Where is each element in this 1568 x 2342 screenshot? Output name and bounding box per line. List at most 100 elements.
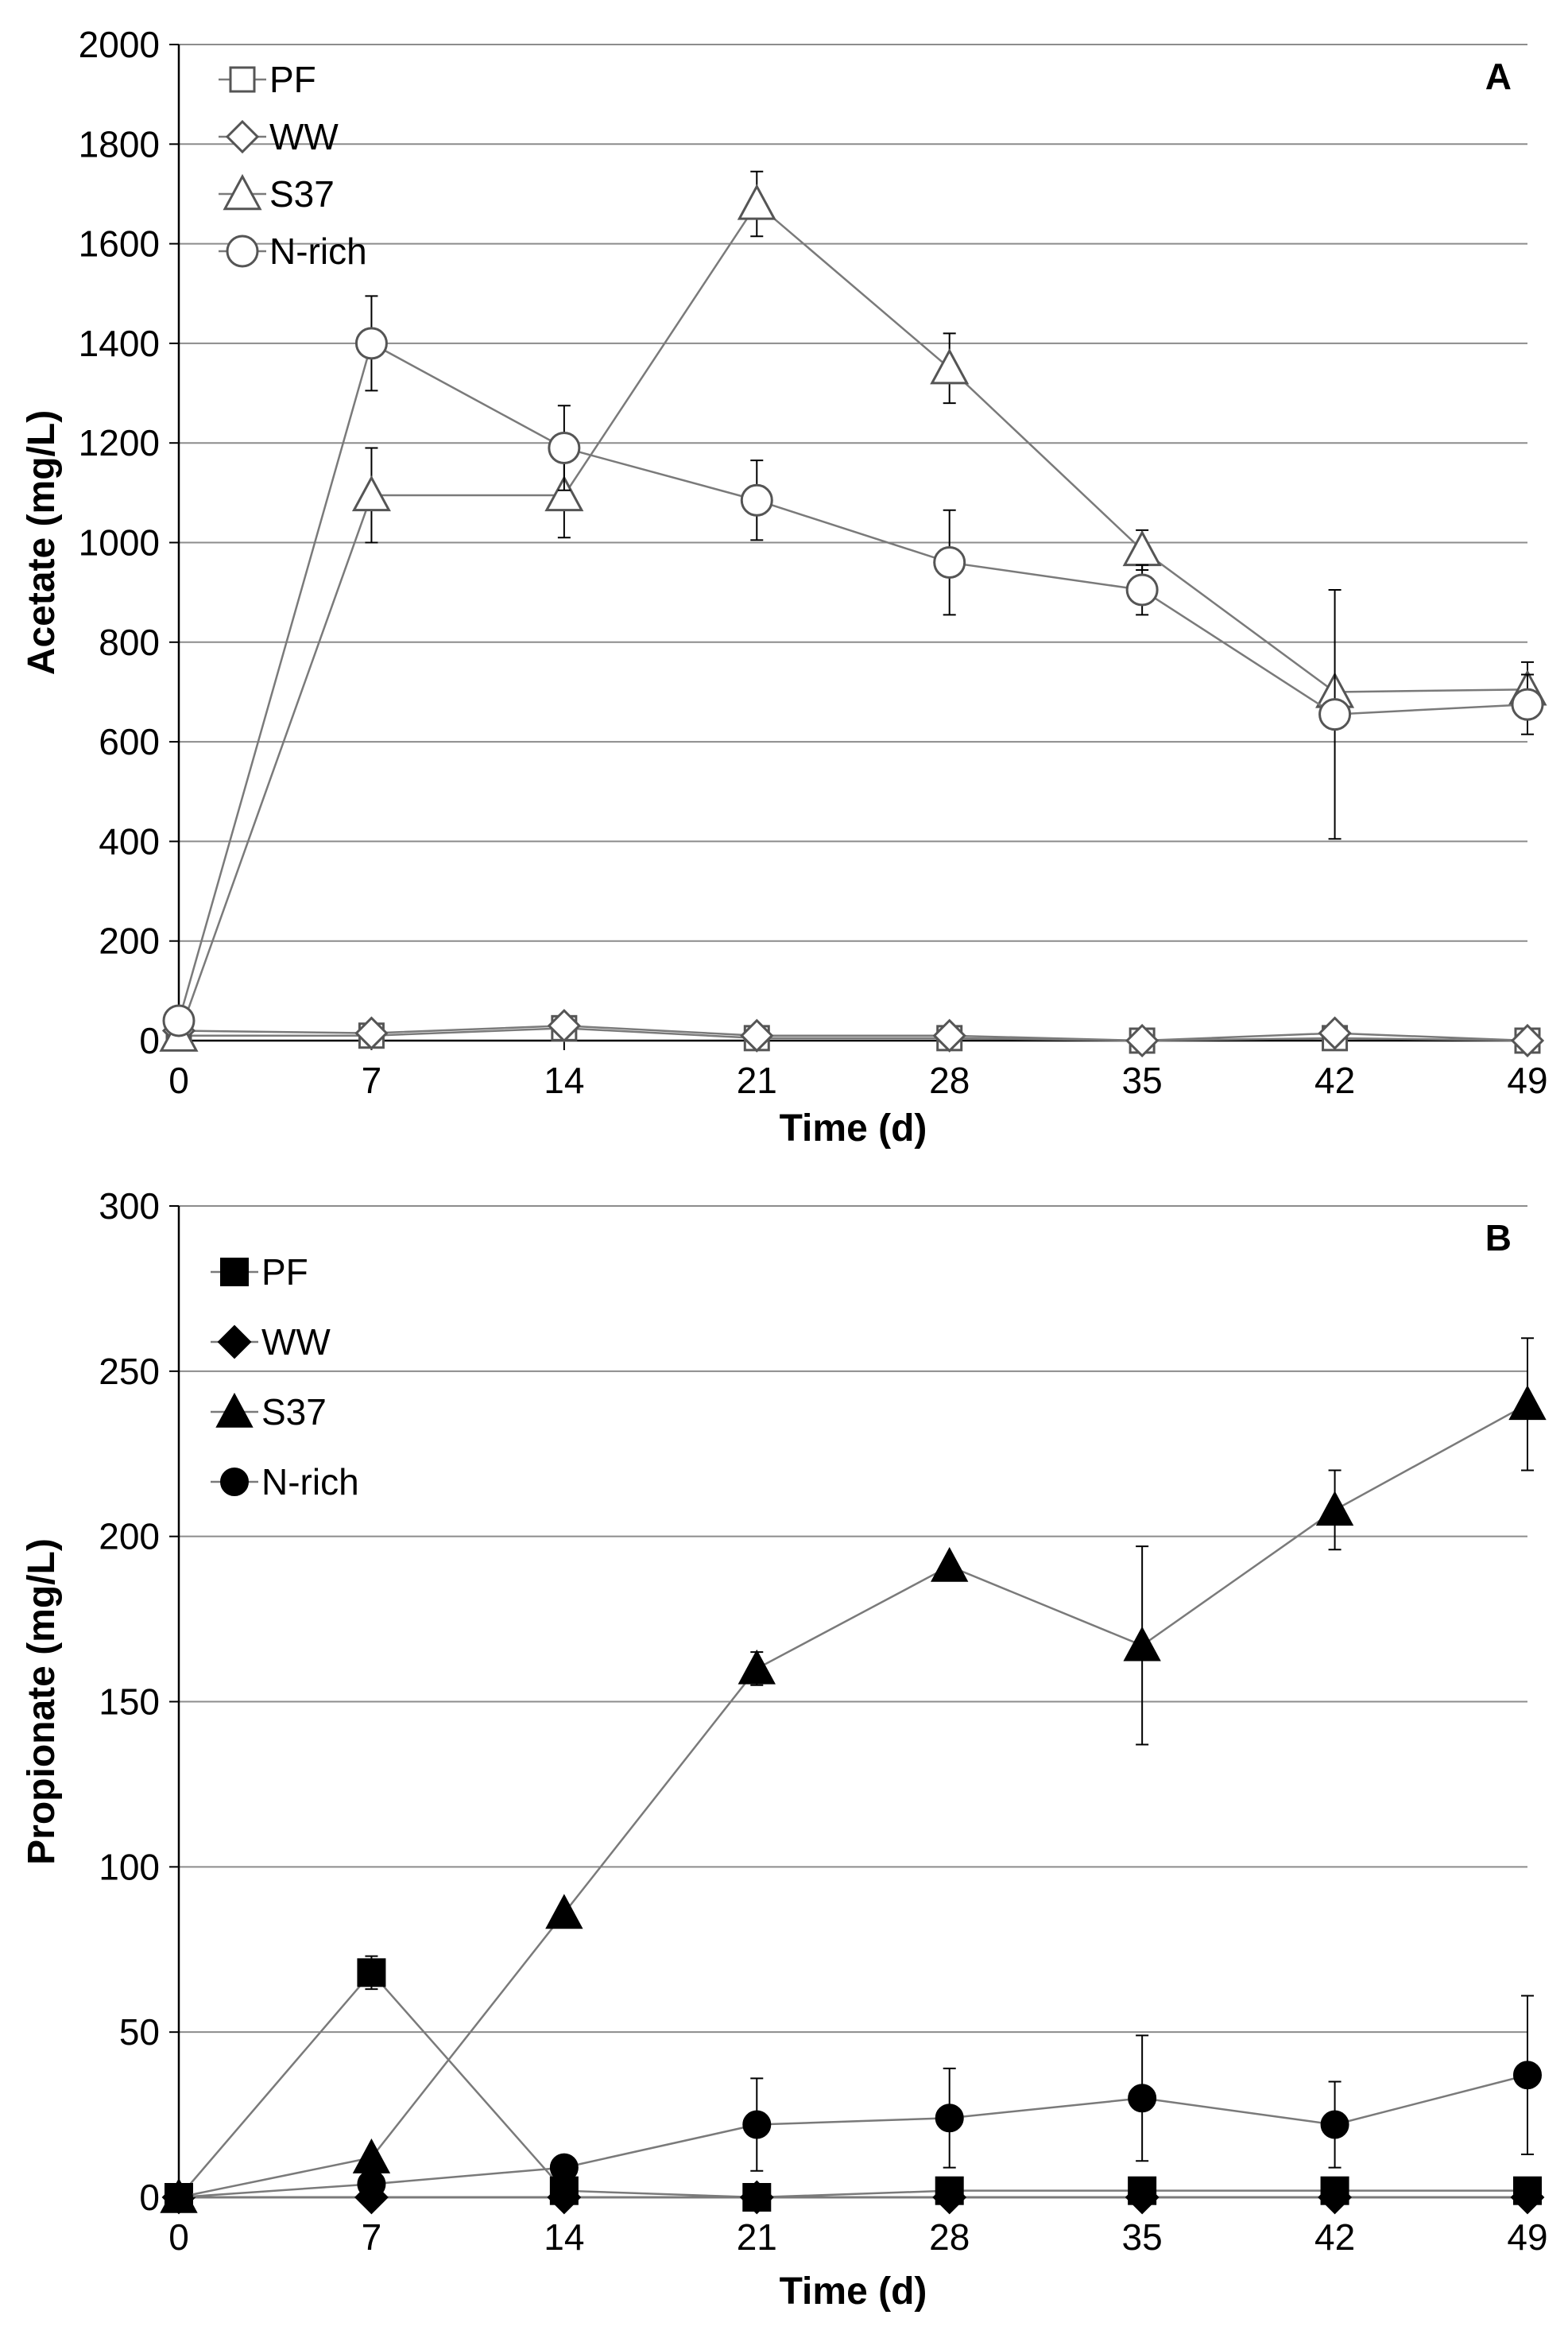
panel-a-xtick-label-28: 28 [929,1060,970,1101]
panel-b-propionate-chart: 0 50 100 150 200 250 300 0 7 14 21 28 35 42 49 Time (d)… [21,1185,1548,2313]
panel-a-legend-item-pf: PF [219,59,316,100]
panel-a-legend-item-s37: S37 [219,173,335,215]
panel-a-legend-marker-ww [225,119,260,154]
panel-a-ytick-label-200: 200 [99,921,160,962]
panel-a-xtick-label-35: 35 [1122,1060,1163,1101]
panel-a-series-n-rich-marker-day-49 [1511,688,1544,721]
panel-b-series-s37-marker-day-21 [738,1649,776,1685]
panel-b-legend: PF WW S37 N-rich [211,1251,359,1503]
panel-a-legend-marker-pf [229,66,256,93]
panel-a-xtick-label-49: 49 [1507,1060,1547,1101]
panel-b-series-s37-marker-day-14 [545,1894,583,1929]
panel-b-panel-label: B [1485,1217,1512,1258]
panel-b-series-n-rich-marker-day-49 [1513,2061,1542,2090]
panel-b-ytick-label-50: 50 [119,2011,160,2053]
panel-b-legend-marker-ww [217,1324,252,1359]
panel-a-ytick-label-400: 400 [99,820,160,862]
panel-b-ytick-label-100: 100 [99,1846,160,1887]
panel-a-series-ww [161,1009,1545,1058]
panel-b-xtick-label-14: 14 [544,2216,584,2258]
panel-b-ytick-label-150: 150 [99,1681,160,1723]
panel-b-xtick-label-49: 49 [1507,2216,1547,2258]
panel-a-series-ww-marker-day-42 [1318,1016,1352,1050]
panel-b-legend-label-n-rich: N-rich [261,1461,359,1503]
panel-b-series-ww-marker-day-42 [1318,2180,1352,2215]
panel-b-xtick-label-21: 21 [737,2216,777,2258]
panel-b-series-ww-marker-day-14 [547,2180,582,2215]
panel-b-ytick-label-200: 200 [99,1516,160,1557]
panel-a-ytick-label-1600: 1600 [79,223,160,265]
panel-a-ytick-label-1200: 1200 [79,422,160,463]
panel-a-series-n-rich-marker-day-28 [933,546,966,580]
panel-b-legend-label-ww: WW [261,1321,331,1363]
panel-b-series-ww-marker-day-28 [932,2180,967,2215]
panel-b-series-n-rich [165,1995,1542,2212]
panel-b-legend-marker-n-rich [220,1468,249,1496]
panel-a-series-s37-marker-day-28 [930,348,970,385]
panel-b-series-n-rich-marker-day-28 [935,2104,964,2133]
panel-b-legend-item-pf: PF [211,1251,308,1293]
panel-a-xtick-label-0: 0 [168,1060,189,1101]
panel-b-series-s37-line [178,1403,1528,2199]
panel-b-series-n-rich-marker-day-21 [742,2110,772,2139]
panel-b-series-pf-marker-day-7 [357,1958,386,1987]
panel-a-xtick-label-7: 7 [362,1060,382,1101]
panel-a-series-ww-marker-day-35 [1125,1023,1160,1058]
panel-a-series-n-rich-marker-day-35 [1125,573,1159,607]
panel-b-legend-item-n-rich: N-rich [211,1461,359,1503]
panel-b-series-ww-marker-day-21 [739,2180,774,2215]
panel-b-series-s37-marker-day-42 [1315,1491,1354,1526]
panel-a-series-s37-marker-day-21 [737,184,776,220]
panel-b-xtick-label-42: 42 [1314,2216,1355,2258]
panel-a-series-n-rich-marker-day-7 [354,327,388,360]
panel-a-legend-item-n-rich: N-rich [219,231,367,272]
panel-a-series-ww-marker-day-28 [932,1018,966,1053]
panel-a-xtick-label-21: 21 [737,1060,777,1101]
panel-b-y-axis-label: Propionate (mg/L) [21,1538,63,1865]
panel-b-legend-label-pf: PF [261,1251,308,1293]
panel-b-series-s37-marker-day-35 [1123,1626,1161,1662]
panel-a-xtick-label-14: 14 [544,1060,584,1101]
panel-b-series-n-rich-marker-day-14 [549,2153,579,2182]
panel-b-ytick-label-0: 0 [139,2177,160,2218]
panel-a-series-ww-marker-day-14 [547,1009,581,1043]
panel-a-ytick-label-1400: 1400 [79,323,160,364]
panel-a-series-n-rich-marker-day-0 [162,1004,196,1037]
panel-b-legend-label-s37: S37 [261,1391,327,1433]
panel-b-x-axis-label: Time (d) [780,2270,927,2313]
panel-a-ytick-label-2000: 2000 [79,24,160,65]
panel-b-series-ww-marker-day-49 [1510,2180,1545,2215]
panel-a-legend-label-s37: S37 [269,173,335,215]
panel-a-legend-marker-n-rich [226,235,259,268]
panel-a-legend-item-ww: WW [219,116,339,157]
panel-a-legend-label-pf: PF [269,59,316,100]
panel-a-series-n-rich-marker-day-14 [548,431,581,464]
panel-a-legend-label-n-rich: N-rich [269,231,367,272]
panel-a-series-ww-line [178,1024,1528,1042]
panel-b-xtick-label-28: 28 [929,2216,970,2258]
panel-b-series-ww-marker-day-35 [1125,2180,1160,2215]
panel-b-series-pf-line [178,1971,1527,2199]
panel-b-xtick-label-7: 7 [362,2216,382,2258]
panel-a-ytick-label-600: 600 [99,721,160,762]
panel-b-series-n-rich-marker-day-42 [1320,2110,1349,2139]
panel-b-series-n-rich-marker-day-7 [357,2169,386,2199]
panel-b-legend-item-ww: WW [211,1321,331,1363]
panel-a-series-n-rich-marker-day-42 [1318,698,1352,731]
panel-b-series-n-rich-line [178,2073,1528,2199]
panel-a-x-axis-label: Time (d) [780,1107,927,1150]
panel-b-legend-marker-s37 [215,1392,254,1428]
panel-b-series-s37-marker-day-7 [352,2138,391,2173]
panel-a-series-s37-marker-day-14 [544,475,584,512]
panel-b-series-s37-marker-day-28 [931,1546,969,1582]
panel-a-legend: PF WW S37 N-rich [219,59,367,272]
panel-a-legend-label-ww: WW [269,116,339,157]
panel-a-series-n-rich-line [177,342,1528,1022]
panel-b-ytick-label-300: 300 [99,1185,160,1227]
panel-a-series-ww-marker-day-7 [354,1016,389,1050]
panel-b-series-n-rich-marker-day-0 [165,2183,193,2212]
panel-b-legend-marker-pf [220,1258,249,1286]
panel-a-y-axis-label: Acetate (mg/L) [21,410,63,675]
panel-b-series-s37 [160,1337,1547,2213]
